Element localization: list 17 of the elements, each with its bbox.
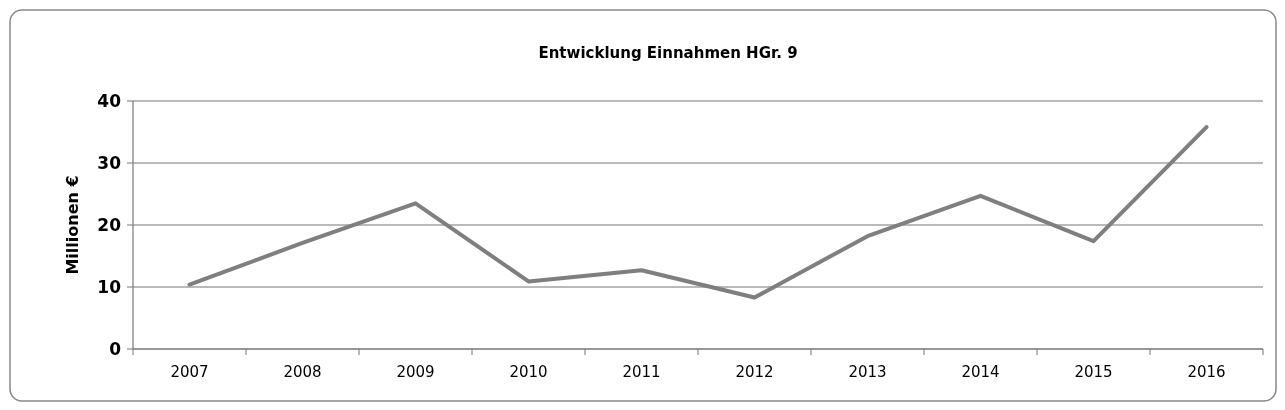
- y-axis-title: Millionen €: [63, 175, 82, 275]
- y-tick-label: 20: [97, 214, 122, 235]
- x-tick-label: 2008: [283, 363, 322, 381]
- x-tick-label: 2015: [1074, 363, 1113, 381]
- x-tick-label: 2011: [622, 363, 661, 381]
- y-tick-label: 40: [97, 90, 122, 111]
- chart-title: Entwicklung Einnahmen HGr. 9: [538, 44, 798, 62]
- y-tick-label: 10: [97, 276, 122, 297]
- x-tick-label: 2007: [170, 363, 209, 381]
- y-tick-label: 0: [109, 338, 122, 359]
- y-tick-label: 30: [97, 152, 122, 173]
- x-tick-label: 2009: [396, 363, 435, 381]
- x-tick-label: 2013: [848, 363, 887, 381]
- x-tick-label: 2016: [1187, 363, 1226, 381]
- x-tick-label: 2010: [509, 363, 548, 381]
- x-tick-label: 2014: [961, 363, 1000, 381]
- x-tick-label: 2012: [735, 363, 774, 381]
